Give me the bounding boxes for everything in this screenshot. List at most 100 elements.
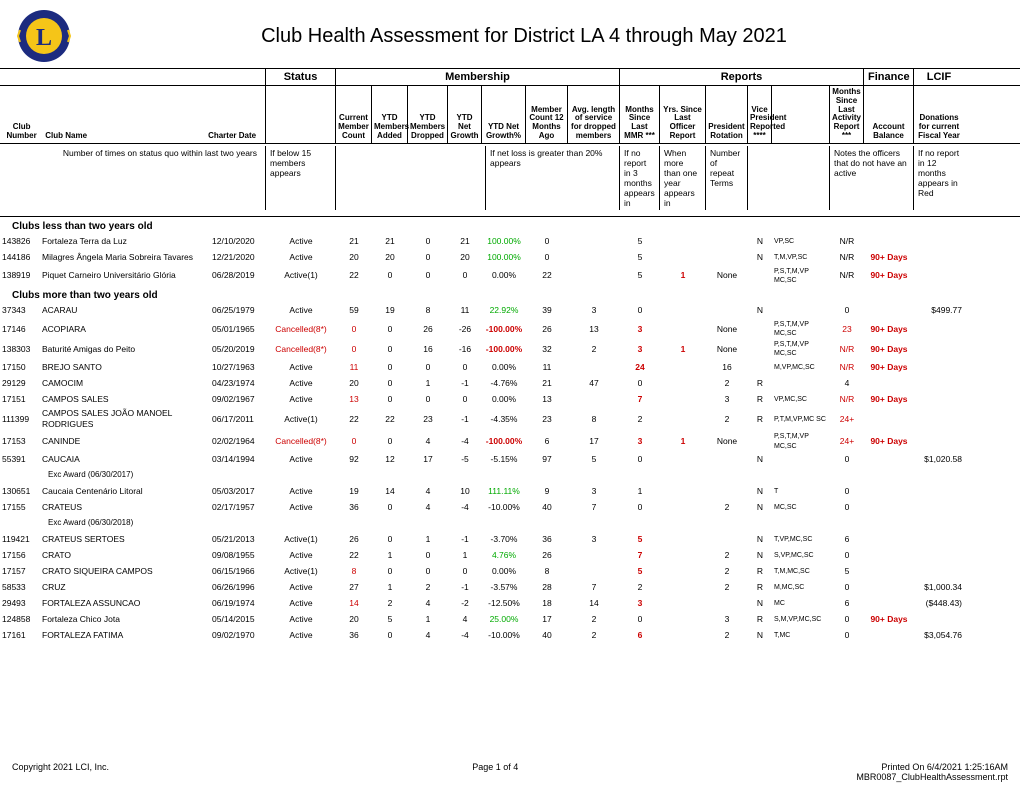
table-cell: 27 — [336, 582, 372, 593]
table-cell: 0 — [408, 566, 448, 577]
table-cell: 58533 — [0, 582, 40, 593]
table-cell: 0 — [620, 502, 660, 513]
table-cell: N — [748, 252, 772, 263]
hdr-charter-date: Charter Date — [208, 132, 263, 141]
table-cell: 05/03/2017 — [210, 486, 266, 497]
table-cell: Active — [266, 394, 336, 405]
table-cell: 4 — [408, 486, 448, 497]
table-cell: 11 — [526, 362, 568, 373]
table-cell: -1 — [448, 582, 482, 593]
table-cell: 0 — [448, 394, 482, 405]
table-cell: CRATEUS — [40, 502, 210, 513]
table-cell: 1 — [372, 550, 408, 561]
table-cell: 05/14/2015 — [210, 614, 266, 625]
table-cell: Fortaleza Terra da Luz — [40, 236, 210, 247]
table-cell: -100.00% — [482, 436, 526, 447]
table-row: 17146ACOPIARA05/01/1965Cancelled(8*)0026… — [0, 319, 1020, 339]
table-cell: 7 — [568, 582, 620, 593]
table-cell: 06/28/2019 — [210, 270, 266, 281]
table-cell: 36 — [336, 630, 372, 641]
table-cell: FORTALEZA ASSUNCAO — [40, 598, 210, 609]
table-cell: 06/19/1974 — [210, 598, 266, 609]
table-cell: Active(1) — [266, 414, 336, 425]
table-cell: 5 — [372, 614, 408, 625]
table-cell: N — [748, 534, 772, 545]
table-cell: 0 — [372, 502, 408, 513]
table-cell: 92 — [336, 454, 372, 465]
table-cell: 0 — [620, 454, 660, 465]
table-cell: N/R — [830, 236, 864, 247]
table-cell: -4.35% — [482, 414, 526, 425]
table-cell: None — [706, 270, 748, 281]
table-cell: P,S,T,M,VP MC,SC — [772, 432, 830, 450]
table-cell: $1,000.34 — [914, 582, 964, 593]
table-cell: 5 — [830, 566, 864, 577]
table-cell: 2 — [408, 582, 448, 593]
table-cell: 20 — [336, 378, 372, 389]
table-cell: 2 — [568, 630, 620, 641]
table-cell: 0 — [620, 305, 660, 316]
table-cell: -100.00% — [482, 344, 526, 355]
table-cell: 26 — [526, 324, 568, 335]
table-cell: 04/23/1974 — [210, 378, 266, 389]
table-cell: 3 — [620, 598, 660, 609]
table-cell: R — [748, 394, 772, 405]
table-cell: 90+ Days — [864, 394, 914, 405]
table-cell: 40 — [526, 630, 568, 641]
table-cell: 3 — [568, 486, 620, 497]
table-cell: None — [706, 436, 748, 447]
hdr-acct-bal: Account Balance — [864, 86, 914, 143]
table-cell: CRUZ — [40, 582, 210, 593]
hdr-yrs-officer: Yrs. Since Last Officer Report — [660, 86, 706, 143]
table-cell: 0 — [526, 252, 568, 263]
table-cell: 06/26/1996 — [210, 582, 266, 593]
table-cell: Baturité Amigas do Peito — [40, 344, 210, 355]
table-cell: 7 — [620, 550, 660, 561]
table-cell: ($448.43) — [914, 598, 964, 609]
table-cell: ACARAU — [40, 305, 210, 316]
hdr-club-name: Club Name — [41, 132, 208, 141]
table-cell: 90+ Days — [864, 252, 914, 263]
table-cell: 06/15/1966 — [210, 566, 266, 577]
table-cell: 0 — [830, 550, 864, 561]
table-cell: Cancelled(8*) — [266, 324, 336, 335]
table-cell: 8 — [568, 414, 620, 425]
table-cell: -3.57% — [482, 582, 526, 593]
table-cell: 40 — [526, 502, 568, 513]
table-cell: N — [748, 630, 772, 641]
table-cell: 3 — [620, 344, 660, 355]
table-cell: CRATEUS SERTOES — [40, 534, 210, 545]
table-row: 17153CANINDE02/02/1964Cancelled(8*)004-4… — [0, 431, 1020, 451]
table-cell: N — [748, 486, 772, 497]
table-cell: 22 — [336, 550, 372, 561]
table-cell: FORTALEZA FATIMA — [40, 630, 210, 641]
table-cell: 2 — [706, 582, 748, 593]
table-cell: 17156 — [0, 550, 40, 561]
table-cell: 20 — [336, 252, 372, 263]
table-cell: 17155 — [0, 502, 40, 513]
table-cell: CANINDE — [40, 436, 210, 447]
table-cell: 0 — [372, 534, 408, 545]
table-cell: 2 — [568, 614, 620, 625]
table-cell: 17150 — [0, 362, 40, 373]
table-cell: 20 — [336, 614, 372, 625]
table-cell: 19 — [372, 305, 408, 316]
table-cell: 09/08/1955 — [210, 550, 266, 561]
table-cell: P,T,M,VP,MC SC — [772, 415, 830, 424]
table-cell: 2 — [372, 598, 408, 609]
table-cell: 21 — [372, 236, 408, 247]
hdr-months-act: Months Since Last Activity Report *** — [830, 86, 864, 143]
table-cell: 26 — [408, 324, 448, 335]
table-cell: T,M,MC,SC — [772, 567, 830, 576]
table-row: 138919Piquet Carneiro Universitário Glór… — [0, 266, 1020, 286]
table-cell: Active — [266, 630, 336, 641]
table-cell: -12.50% — [482, 598, 526, 609]
hdr-ytd-net-growth-pct: YTD Net Growth% — [482, 86, 526, 143]
table-cell: 23 — [526, 414, 568, 425]
table-cell: 100.00% — [482, 252, 526, 263]
hdr-months-mmr: Months Since Last MMR *** — [620, 86, 660, 143]
table-cell: Active — [266, 454, 336, 465]
table-cell: 0 — [372, 344, 408, 355]
section-bar: Status Membership Reports Finance LCIF — [0, 68, 1020, 86]
table-cell: 17157 — [0, 566, 40, 577]
